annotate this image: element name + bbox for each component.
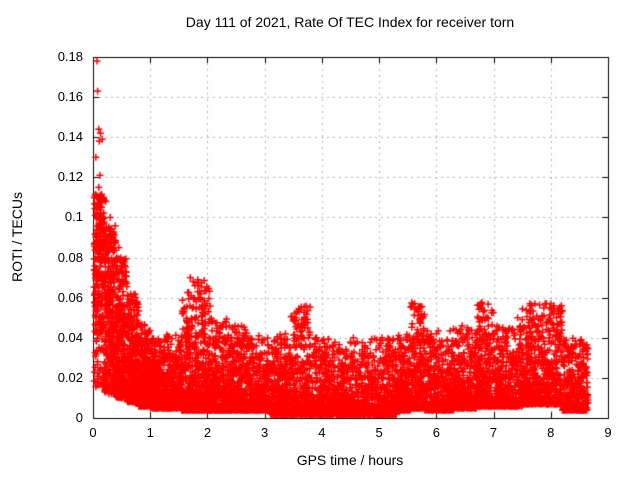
y-tick-label: 0.18	[57, 49, 83, 64]
y-tick-label: 0.02	[57, 369, 83, 385]
x-tick-label: 6	[432, 425, 440, 440]
y-tick-label: 0.14	[57, 129, 83, 145]
x-tick-label: 0	[89, 425, 97, 440]
x-axis-label: GPS time / hours	[296, 452, 404, 468]
y-axis-label: ROTI / TECUs	[9, 192, 25, 282]
y-tick-label: 0.1	[64, 209, 83, 225]
y-tick-label: 0	[75, 410, 83, 425]
x-tick-label: 7	[489, 425, 498, 440]
x-tick-label: 3	[261, 425, 269, 440]
chart-title: Day 111 of 2021, Rate Of TEC Index for r…	[185, 14, 515, 30]
x-tick-label: 5	[375, 425, 383, 440]
x-tick-label: 4	[318, 425, 326, 440]
x-tick-label: 9	[604, 425, 612, 440]
y-tick-label: 0.08	[57, 249, 83, 265]
y-tick-label: 0.16	[57, 89, 83, 105]
y-tick-label: 0.12	[57, 169, 83, 185]
y-tick-label: 0.06	[57, 289, 83, 305]
x-tick-label: 1	[146, 425, 154, 440]
x-tick-label: 2	[203, 425, 212, 440]
y-tick-label: 0.04	[57, 329, 83, 345]
x-tick-label: 8	[547, 425, 555, 440]
